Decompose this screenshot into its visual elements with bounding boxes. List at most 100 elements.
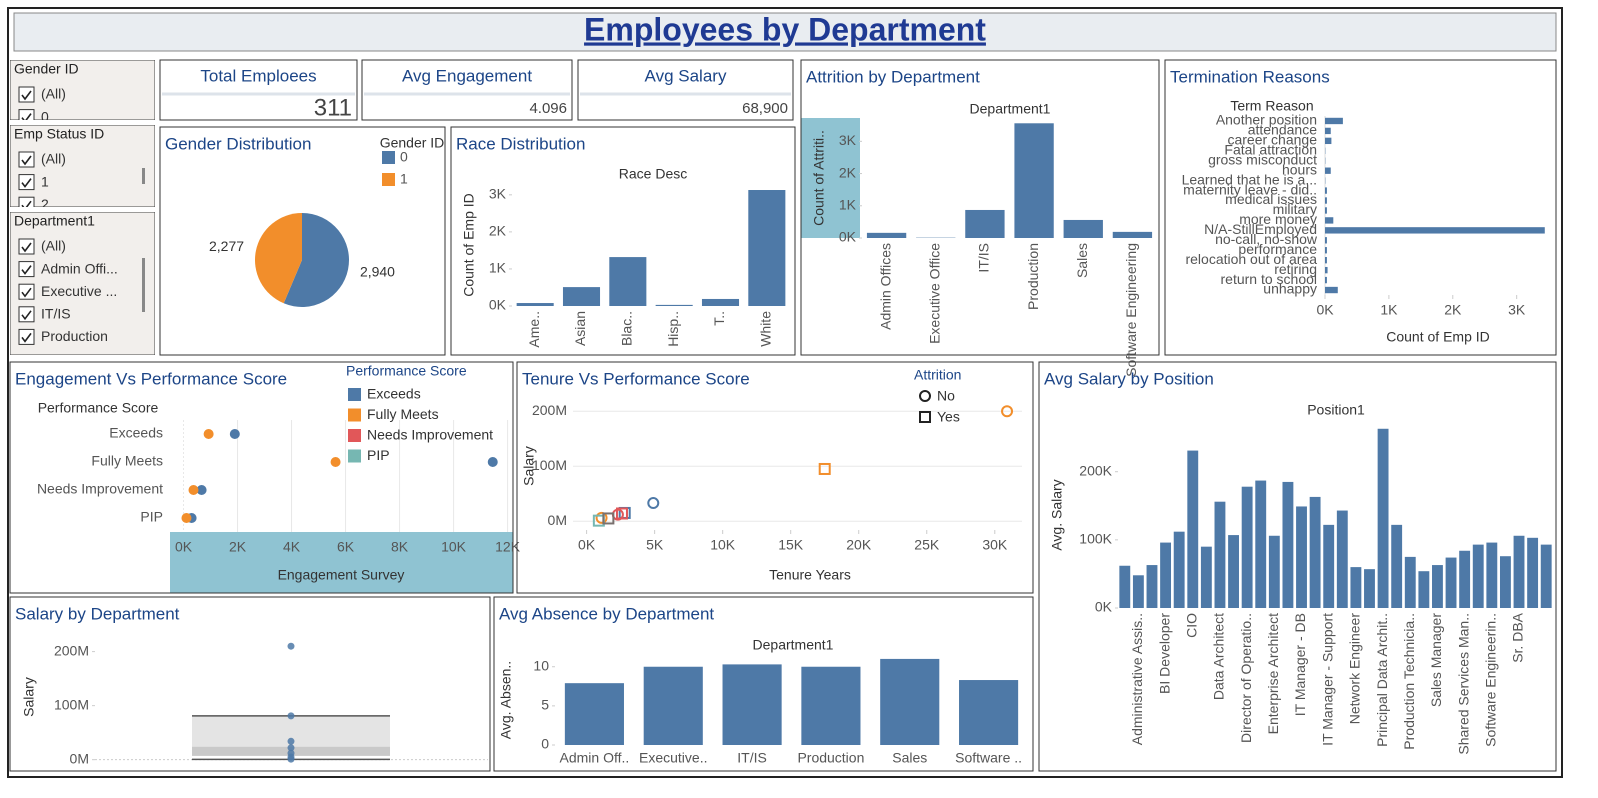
point xyxy=(1001,405,1014,418)
bar xyxy=(1486,542,1498,608)
bar xyxy=(1391,524,1403,608)
bar xyxy=(1325,217,1334,224)
checkbox[interactable] xyxy=(18,238,35,255)
kpi-value: 311 xyxy=(314,94,352,121)
legend-swatch xyxy=(348,408,361,422)
point xyxy=(287,755,295,763)
x-tick-label: Software Engineerin.. xyxy=(1483,613,1499,747)
chart-panel xyxy=(1038,361,1557,772)
x-tick-label: Production Technicia.. xyxy=(1401,613,1417,750)
x-tick-label: Principal Data Archit.. xyxy=(1374,613,1390,747)
filter-item[interactable]: (All) xyxy=(41,238,66,254)
x-tick-label: BI Developer xyxy=(1156,613,1172,694)
bar xyxy=(655,304,693,306)
y-tick-label: 0 xyxy=(541,736,549,752)
filter-item[interactable]: Production xyxy=(41,328,108,344)
filter-item[interactable]: 1 xyxy=(41,173,49,189)
kpi-card xyxy=(159,59,358,121)
y-tick-label: retiring xyxy=(1274,261,1317,277)
check-mark xyxy=(21,310,32,321)
check-mark xyxy=(21,287,32,298)
legend-swatch xyxy=(382,151,395,164)
x-tick-label: Admin Off.. xyxy=(560,750,630,766)
checkbox[interactable] xyxy=(18,328,35,345)
bar xyxy=(1418,571,1430,608)
x-tick-label: CIO xyxy=(1183,613,1199,638)
chart-panel xyxy=(9,596,491,772)
filter-title: Gender ID xyxy=(14,61,79,77)
x-tick-label: Production xyxy=(797,750,864,766)
filter-item[interactable]: IT/IS xyxy=(41,306,71,322)
y-tick-label: 100M xyxy=(532,457,567,473)
y-tick-label: 2K xyxy=(839,164,857,180)
bar xyxy=(1325,257,1327,264)
filter-item[interactable]: 0 xyxy=(41,108,49,124)
check-mark xyxy=(21,90,32,101)
dot xyxy=(196,485,207,495)
bar xyxy=(1255,480,1267,608)
x-tick-label: Network Engineer xyxy=(1347,613,1363,725)
legend-label: No xyxy=(937,388,955,404)
checkbox[interactable] xyxy=(18,261,35,278)
bar xyxy=(1325,247,1327,254)
x-tick-label: 3K xyxy=(1508,302,1526,318)
x-tick-label: 1K xyxy=(1380,302,1398,318)
filter-item[interactable]: 2 xyxy=(41,196,49,212)
filter-item[interactable]: Admin Offi... xyxy=(41,260,118,276)
bar xyxy=(1459,550,1471,608)
checkbox[interactable] xyxy=(18,174,35,191)
filter-item[interactable]: (All) xyxy=(41,151,66,167)
legend-label: Needs Improvement xyxy=(367,427,493,443)
x-tick-label: Sales xyxy=(1074,243,1090,278)
chart-panel xyxy=(800,59,1160,356)
kpi-title: Avg Salary xyxy=(645,66,727,85)
y-tick-label: attendance xyxy=(1248,122,1317,138)
x-tick-label: Sr. DBA xyxy=(1510,612,1526,662)
chart-title: Salary by Department xyxy=(15,604,180,623)
filter-item[interactable]: (All) xyxy=(41,86,66,102)
legend-swatch xyxy=(382,173,395,186)
x-tick-label: T.. xyxy=(711,311,727,326)
bar xyxy=(701,298,740,306)
bar xyxy=(1132,575,1144,608)
legend-label: PIP xyxy=(367,447,390,463)
bar xyxy=(965,209,1005,238)
checkbox[interactable] xyxy=(18,109,35,125)
bar xyxy=(1228,535,1239,608)
subtitle: Term Reason xyxy=(1230,98,1313,114)
dot xyxy=(203,429,214,439)
bar xyxy=(1325,207,1327,214)
bar xyxy=(1296,506,1307,608)
bar xyxy=(1146,565,1158,608)
bar xyxy=(1404,556,1416,608)
chart-panel xyxy=(1164,59,1557,356)
chart-title: Termination Reasons xyxy=(1170,67,1330,86)
kpi-card xyxy=(361,59,573,121)
checkbox[interactable] xyxy=(18,283,35,300)
bar xyxy=(1325,286,1338,294)
y-tick-label: 0M xyxy=(548,512,567,528)
dashboard-title: Employees by Department xyxy=(584,11,986,47)
y-tick-label: 1K xyxy=(489,260,507,276)
y-tick-label: 200M xyxy=(54,642,89,658)
checkbox[interactable] xyxy=(18,151,35,168)
bar xyxy=(609,257,647,306)
x-tick-label: 2K xyxy=(1444,302,1462,318)
legend-label: Fully Meets xyxy=(367,406,439,422)
filter-item[interactable]: Executive ... xyxy=(41,283,117,299)
y-axis-label: Count of Attriti.. xyxy=(811,130,827,226)
y-tick-label: N/A-StillEmployed xyxy=(1204,221,1317,237)
checkbox[interactable] xyxy=(18,86,35,103)
bar xyxy=(1350,567,1362,608)
y-axis-label: Avg. Absen.. xyxy=(498,661,514,739)
point xyxy=(595,511,608,524)
x-axis-label: Count of Emp ID xyxy=(1386,329,1490,345)
checkbox[interactable] xyxy=(18,196,35,212)
y-tick-label: hours xyxy=(1282,161,1317,177)
bar xyxy=(1325,167,1331,174)
x-tick-label: Sales xyxy=(892,750,927,766)
dot xyxy=(229,429,240,439)
checkbox[interactable] xyxy=(18,306,35,323)
bar xyxy=(1325,197,1327,204)
bar xyxy=(748,190,786,306)
